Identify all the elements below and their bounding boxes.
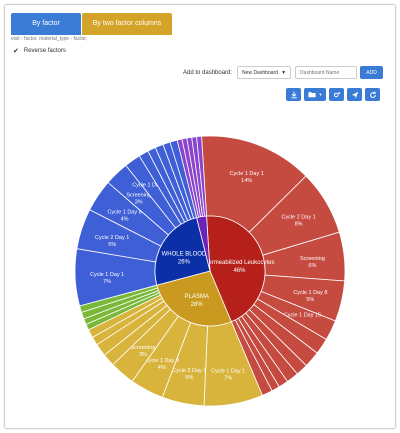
outer-segment-label: Cycle 1 Day 15 (284, 312, 321, 318)
outer-segment-label: Screening 6% (300, 256, 325, 269)
caret-down-icon: ▼ (318, 92, 323, 97)
sunburst-chart[interactable]: Cycle 1 Day 1 14% Cycle 2 Day 1 8% Screening… (75, 136, 345, 406)
factor-subtitle: visit - factor, material_type - factor, (11, 36, 88, 42)
outer-segment-label: Cycle 2 Day 1 5% (172, 368, 206, 381)
add-dashboard-button[interactable]: ADD (360, 66, 384, 79)
chart-mode-tabs: By factor column By two factor columns (11, 13, 172, 49)
chart-toolbar: ▼ (286, 88, 380, 101)
outer-segment-label: Cycle 2 Day 1 8% (281, 214, 315, 227)
settings-button[interactable] (329, 88, 344, 101)
add-to-dashboard-bar: Add to dashboard: New Dashboard ▼ ADD (183, 66, 384, 79)
inner-segment-label: WHOLE BLOOD 26% (162, 252, 207, 266)
folder-dropdown-button[interactable]: ▼ (304, 88, 326, 101)
chart-panel: By factor column By two factor columns v… (4, 4, 396, 429)
outer-segment-label: Cycle 1 Day 8 4% (107, 209, 141, 222)
outer-segment-label: Cycle 1 Day 1 7% (90, 272, 124, 285)
dashboard-select-value: New Dashboard (242, 69, 278, 76)
tab-by-two-factor-columns[interactable]: By two factor columns (82, 13, 172, 35)
refresh-icon (369, 91, 376, 98)
refresh-button[interactable] (365, 88, 380, 101)
outer-segment-label: Cycle 1 Day 1 7% (211, 368, 245, 381)
caret-down-icon: ▼ (281, 69, 287, 76)
outer-segment-label: Screening 3% (131, 345, 156, 358)
dashboard-name-input[interactable] (295, 66, 358, 79)
settings-icon (333, 91, 340, 97)
tab-by-factor-column[interactable]: By factor column (11, 13, 81, 49)
outer-segment-label: Cycle 1 Day 8 5% (293, 290, 327, 303)
send-icon (351, 91, 358, 98)
inner-segment[interactable] (196, 215, 211, 272)
dashboard-select[interactable]: New Dashboard ▼ (237, 66, 292, 79)
inner-segment[interactable] (156, 270, 232, 327)
checkmark-icon[interactable]: ✔ (13, 48, 19, 55)
inner-segment-label: PLASMA 28% (185, 294, 209, 308)
inner-segment[interactable] (154, 217, 211, 286)
outer-segment-label: Screening 3% (126, 193, 151, 206)
inner-segment-label: Permeabilized Leukocytes 46% (204, 260, 274, 274)
outer-segment-label: Cycle 1 Day 1 14% (230, 171, 264, 184)
send-button[interactable] (347, 88, 362, 101)
folder-icon (307, 92, 316, 98)
download-icon (290, 91, 297, 98)
download-button[interactable] (286, 88, 301, 101)
outer-segment-label: Cycle 1 Day 8 4% (145, 358, 179, 371)
reverse-factors-label: Reverse factors (23, 48, 66, 54)
inner-segment[interactable] (206, 215, 266, 323)
add-to-dashboard-label: Add to dashboard: (183, 69, 233, 76)
outer-segment-label: Cycle 1 Day 15 (132, 183, 169, 189)
outer-segment-label: Cycle 2 Day 1 5% (95, 235, 129, 248)
reverse-factors-toggle[interactable]: ✔ Reverse factors (13, 47, 66, 55)
